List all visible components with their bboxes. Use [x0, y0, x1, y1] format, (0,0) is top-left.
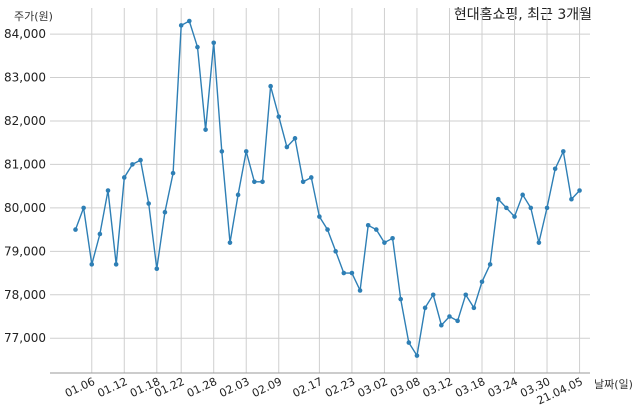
y-tick-label: 79,000 [4, 244, 46, 258]
x-tick-label: 03.12 [421, 375, 455, 400]
y-axis-ticks: 77,000 78,000 79,000 80,000 81,000 82,000 83,0… [4, 27, 46, 345]
data-point [341, 270, 347, 276]
data-point [138, 157, 143, 163]
x-tick-label: 03.02 [356, 375, 390, 400]
data-point [211, 40, 217, 46]
data-point [113, 262, 119, 267]
data-point [569, 196, 574, 202]
series-layer [73, 18, 582, 358]
data-point [178, 23, 184, 28]
x-tick-label: 01.28 [185, 375, 219, 400]
data-point [203, 127, 208, 132]
y-tick-label: 80,000 [4, 201, 46, 215]
data-point [121, 175, 127, 180]
data-point [333, 249, 338, 254]
data-point [430, 292, 436, 298]
y-tick-label: 77,000 [4, 331, 46, 345]
data-point [252, 179, 257, 185]
x-tick-label: 02.17 [291, 375, 325, 400]
data-point [105, 188, 111, 193]
data-point [414, 353, 420, 358]
data-point [406, 340, 412, 345]
data-point [268, 83, 273, 89]
data-point [325, 227, 330, 232]
series-line [74, 19, 581, 358]
x-tick-label: 02.23 [323, 375, 357, 400]
data-point [89, 262, 95, 267]
data-point [317, 214, 322, 219]
data-point [235, 192, 241, 198]
data-point [154, 266, 160, 272]
x-tick-label: 03.24 [486, 375, 520, 400]
chart-title: 현대홈쇼핑, 최근 3개월 [454, 7, 592, 23]
x-tick-label: 02.09 [250, 375, 284, 400]
data-point [577, 188, 582, 193]
data-point [243, 149, 249, 154]
data-point [528, 205, 534, 211]
data-point [544, 205, 550, 211]
data-point [512, 214, 517, 219]
data-point [552, 166, 558, 172]
data-point [504, 205, 509, 211]
x-tick-label: 01.12 [96, 375, 130, 400]
y-tick-label: 78,000 [4, 288, 46, 302]
data-point [398, 296, 404, 302]
data-point [308, 175, 314, 180]
data-point [130, 162, 135, 167]
data-point [97, 231, 103, 237]
y-axis-label: 주가(원) [14, 10, 53, 23]
data-point [146, 201, 151, 206]
data-point [260, 179, 265, 185]
data-point [471, 305, 477, 311]
data-point [382, 240, 387, 245]
data-point [349, 270, 355, 276]
data-point [390, 235, 395, 241]
data-point [439, 322, 444, 328]
y-tick-label: 83,000 [4, 71, 46, 85]
y-tick-label: 84,000 [4, 27, 46, 41]
data-point [365, 222, 371, 228]
y-tick-label: 82,000 [4, 114, 46, 128]
data-point [170, 170, 176, 176]
data-point [479, 279, 485, 285]
data-point [195, 44, 200, 50]
x-tick-label: 01.06 [63, 375, 97, 400]
data-point [374, 227, 379, 232]
data-point [447, 314, 452, 319]
data-point [357, 288, 363, 293]
data-point [561, 149, 566, 154]
data-point [227, 240, 233, 245]
data-point [73, 227, 78, 232]
grid [50, 8, 590, 373]
data-point [463, 292, 469, 298]
data-point [455, 318, 460, 324]
data-point [219, 149, 225, 154]
data-point [276, 114, 282, 119]
x-tick-label: 02.03 [217, 375, 251, 400]
data-point [487, 262, 493, 267]
data-point [187, 18, 192, 24]
data-point [495, 196, 501, 202]
data-point [81, 205, 86, 211]
x-tick-label: 03.18 [453, 375, 487, 400]
data-point [300, 179, 306, 185]
y-tick-label: 81,000 [4, 157, 46, 171]
x-tick-label: 03.08 [388, 375, 422, 400]
data-point [292, 136, 298, 141]
x-axis-label: 날짜(일) [594, 377, 633, 391]
data-point [536, 240, 542, 245]
data-point [520, 192, 525, 198]
data-point [162, 209, 168, 215]
data-point [284, 144, 290, 150]
data-point [422, 305, 428, 311]
